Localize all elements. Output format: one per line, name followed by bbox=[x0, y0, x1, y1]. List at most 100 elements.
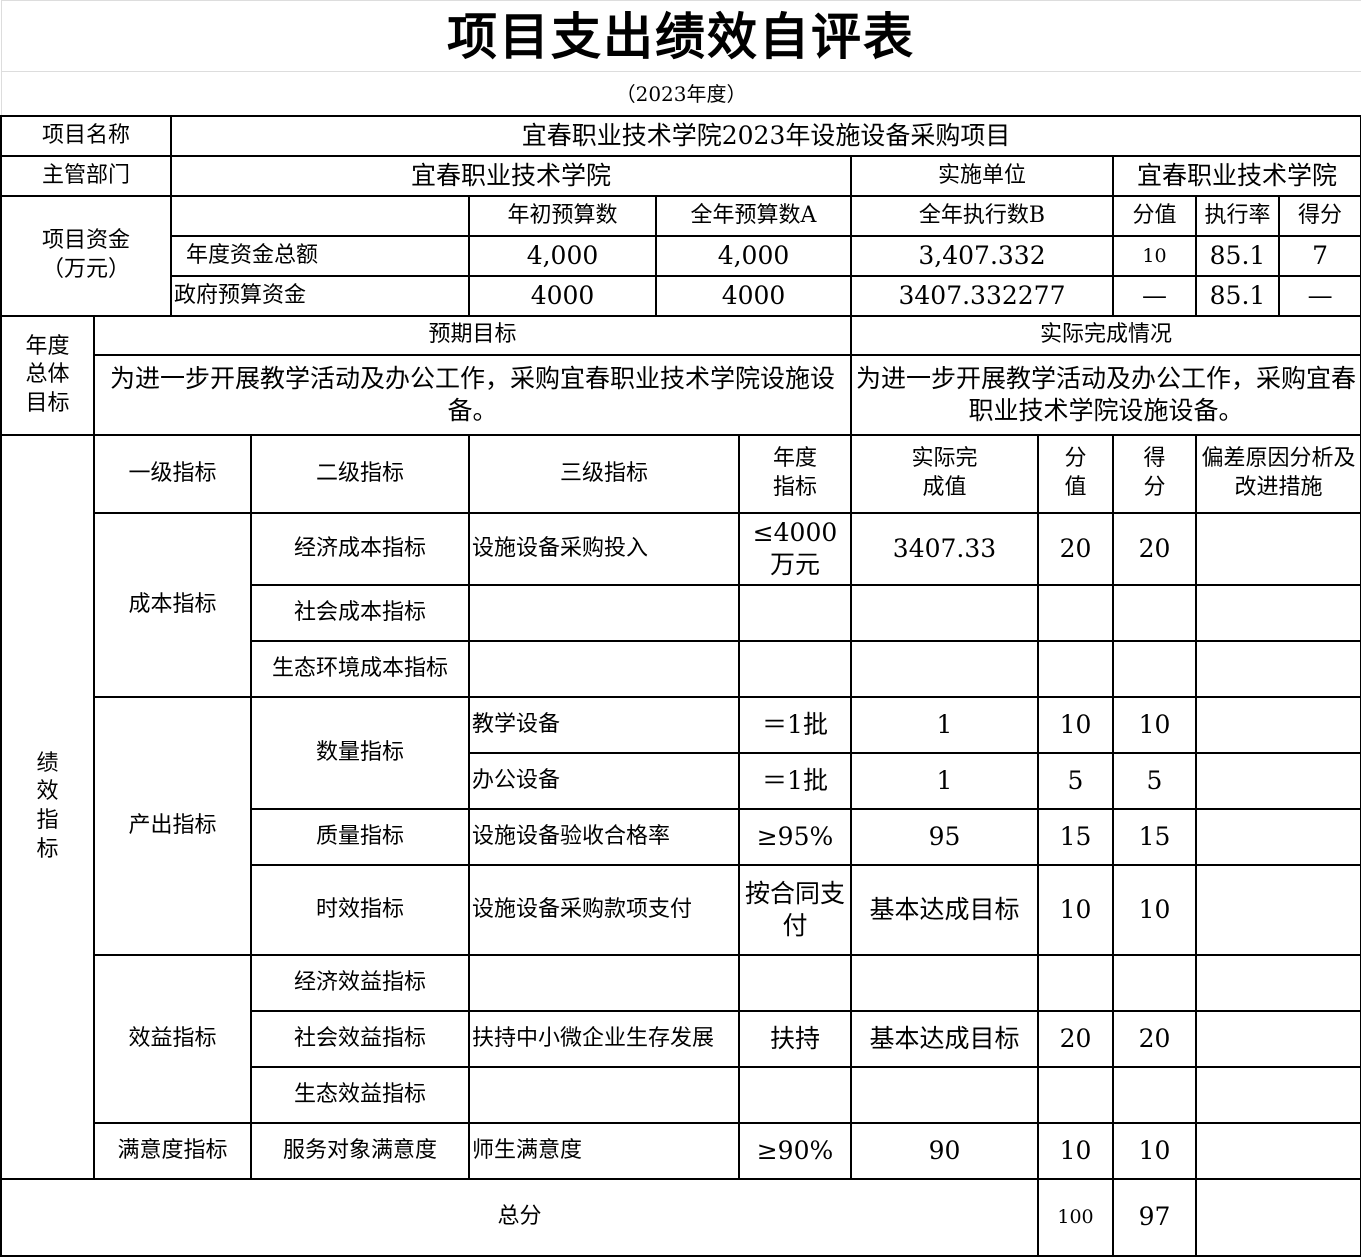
page-title: 项目支出绩效自评表 bbox=[0, 0, 1361, 72]
score: 20 bbox=[1112, 1010, 1197, 1068]
annual-target bbox=[738, 640, 852, 698]
level2-indicator: 质量指标 bbox=[250, 808, 470, 866]
indicator-row: 满意度指标 服务对象满意度 师生满意度 ≥90% 90 10 10 bbox=[1, 1122, 1361, 1180]
funds-rate: 85.1 bbox=[1195, 235, 1280, 277]
actual-value: 1 bbox=[850, 752, 1039, 810]
funds-rate: 85.1 bbox=[1195, 275, 1280, 317]
funds-score-value: 10 bbox=[1112, 235, 1197, 277]
level2-indicator: 生态环境成本指标 bbox=[250, 640, 470, 698]
header-target: 年度指标 bbox=[738, 434, 852, 514]
level2-indicator: 服务对象满意度 bbox=[250, 1122, 470, 1180]
indicator-row: 时效指标 设施设备采购款项支付 按合同支付 基本达成目标 10 10 bbox=[1, 864, 1361, 956]
funds-row-name: 年度资金总额 bbox=[170, 235, 470, 277]
level3-indicator: 教学设备 bbox=[468, 696, 740, 754]
score-value: 5 bbox=[1037, 752, 1114, 810]
total-label: 总分 bbox=[0, 1178, 1039, 1257]
indicator-row: 成本指标 经济成本指标 设施设备采购投入 ≤4000万元 3407.33 20 20 bbox=[1, 512, 1361, 698]
dept-label: 主管部门 bbox=[0, 155, 172, 197]
level3-indicator: 师生满意度 bbox=[468, 1122, 740, 1180]
deviation-reason bbox=[1194, 1010, 1361, 1068]
annual-target: ≥90% bbox=[738, 1122, 852, 1180]
header-level3: 三级指标 bbox=[468, 434, 740, 514]
annual-target bbox=[738, 584, 852, 642]
header-actual: 实际完成值 bbox=[850, 434, 1039, 514]
actual-value: 基本达成目标 bbox=[850, 864, 1039, 956]
level2-indicator: 经济成本指标 bbox=[250, 512, 470, 586]
score: 10 bbox=[1112, 696, 1197, 754]
actual-value: 1 bbox=[850, 696, 1039, 754]
level3-indicator bbox=[468, 1066, 740, 1124]
deviation-reason bbox=[1194, 954, 1361, 1012]
funds-executed: 3407.332277 bbox=[850, 275, 1114, 317]
score bbox=[1112, 584, 1197, 642]
funds-header-annual: 全年预算数A bbox=[655, 195, 852, 237]
actual-goal-label: 实际完成情况 bbox=[849, 315, 1361, 356]
header-level2: 二级指标 bbox=[250, 434, 470, 514]
header-score: 得分 bbox=[1112, 434, 1197, 514]
indicator-row: 效益指标 经济效益指标 bbox=[1, 954, 1361, 1124]
deviation-reason bbox=[1194, 1066, 1361, 1124]
funds-initial: 4000 bbox=[468, 275, 657, 317]
dept-value: 宜春职业技术学院 bbox=[170, 155, 852, 197]
score-value bbox=[1037, 1066, 1114, 1124]
funds-executed: 3,407.332 bbox=[850, 235, 1114, 277]
deviation-reason bbox=[1194, 1122, 1361, 1180]
funds-header-score: 得分 bbox=[1277, 195, 1361, 237]
deviation-reason bbox=[1194, 640, 1361, 698]
level2-indicator: 社会成本指标 bbox=[250, 584, 470, 642]
project-name: 宜春职业技术学院2023年设施设备采购项目 bbox=[169, 115, 1361, 157]
actual-value bbox=[850, 584, 1039, 642]
funds-header-rate: 执行率 bbox=[1195, 195, 1280, 237]
score: 10 bbox=[1112, 864, 1197, 956]
perf-label: 绩效指标 bbox=[0, 434, 95, 1180]
level3-indicator: 扶持中小微企业生存发展 bbox=[468, 1010, 740, 1068]
deviation-reason bbox=[1194, 752, 1361, 810]
annual-target: ＝1批 bbox=[738, 696, 852, 754]
annual-target: ≥95% bbox=[738, 808, 852, 866]
funds-header-executed: 全年执行数B bbox=[850, 195, 1114, 237]
annual-target: 扶持 bbox=[738, 1010, 852, 1068]
funds-header-blank bbox=[170, 195, 470, 237]
indicator-row: 社会效益指标 扶持中小微企业生存发展 扶持 基本达成目标 20 20 bbox=[1, 1010, 1361, 1068]
score-value: 10 bbox=[1037, 864, 1114, 956]
level3-indicator bbox=[468, 640, 740, 698]
goals-label: 年度总体目标 bbox=[0, 315, 95, 436]
indicator-row: 生态环境成本指标 bbox=[1, 640, 1361, 698]
score bbox=[1112, 640, 1197, 698]
deviation-reason bbox=[1194, 808, 1361, 866]
score-value bbox=[1037, 954, 1114, 1012]
expected-goal: 为进一步开展教学活动及办公工作，采购宜春职业技术学院设施设备。 bbox=[93, 354, 852, 436]
header-score-value: 分值 bbox=[1037, 434, 1114, 514]
indicator-row: 社会成本指标 bbox=[1, 584, 1361, 642]
annual-target bbox=[738, 1066, 852, 1124]
score-value: 10 bbox=[1037, 1122, 1114, 1180]
deviation-reason bbox=[1194, 584, 1361, 642]
actual-goal: 为进一步开展教学活动及办公工作，采购宜春职业技术学院设施设备。 bbox=[849, 354, 1361, 436]
unit-label: 实施单位 bbox=[850, 155, 1114, 197]
level1-indicator: 成本指标 bbox=[93, 512, 252, 698]
project-name-label: 项目名称 bbox=[0, 115, 172, 157]
score: 10 bbox=[1112, 1122, 1197, 1180]
level2-indicator: 社会效益指标 bbox=[250, 1010, 470, 1068]
score-value: 10 bbox=[1037, 696, 1114, 754]
page-subtitle: （2023年度） bbox=[0, 71, 1361, 117]
funds-score-value: — bbox=[1112, 275, 1197, 317]
actual-value bbox=[850, 640, 1039, 698]
level3-indicator bbox=[468, 954, 740, 1012]
actual-value: 90 bbox=[850, 1122, 1039, 1180]
score bbox=[1112, 1066, 1197, 1124]
funds-annual: 4000 bbox=[655, 275, 852, 317]
score-value: 15 bbox=[1037, 808, 1114, 866]
level2-indicator: 数量指标 bbox=[250, 696, 470, 810]
level1-indicator: 产出指标 bbox=[93, 696, 252, 956]
score: 5 bbox=[1112, 752, 1197, 810]
header-reason: 偏差原因分析及改进措施 bbox=[1194, 434, 1361, 514]
funds-header-score-value: 分值 bbox=[1112, 195, 1197, 237]
score-value bbox=[1037, 584, 1114, 642]
funds-initial: 4,000 bbox=[468, 235, 657, 277]
level1-indicator: 满意度指标 bbox=[93, 1122, 252, 1180]
indicator-row: 生态效益指标 bbox=[1, 1066, 1361, 1124]
unit-value: 宜春职业技术学院 bbox=[1111, 155, 1361, 197]
actual-value: 基本达成目标 bbox=[850, 1010, 1039, 1068]
